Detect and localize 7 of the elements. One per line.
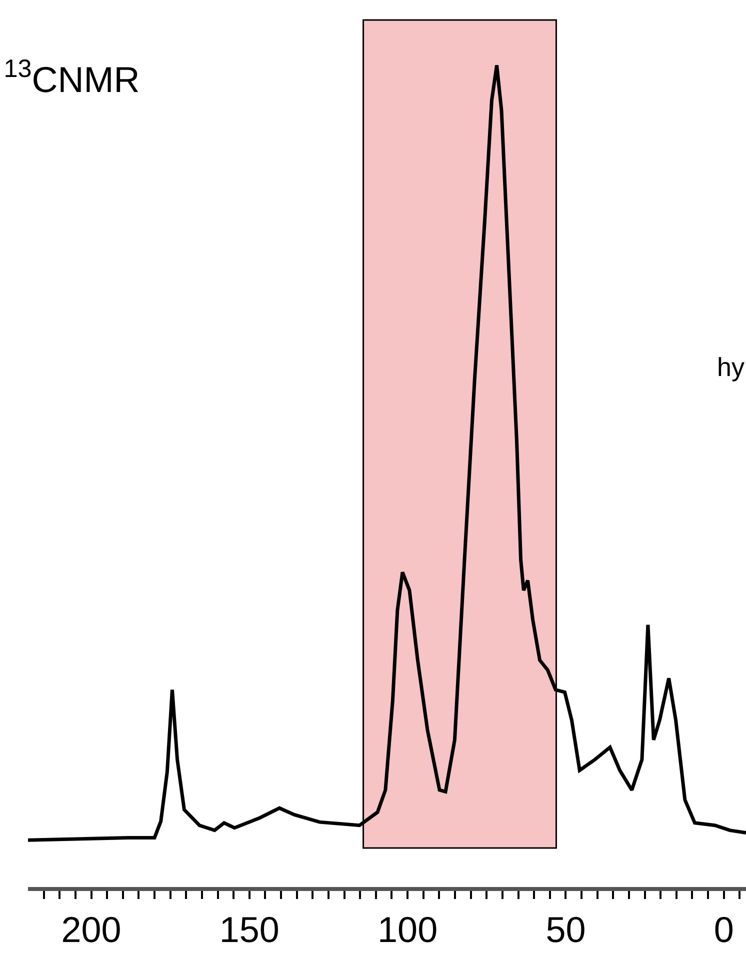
x-tick-label: 50 (546, 909, 586, 950)
chart-title: $^{13}$CNMR (4, 55, 140, 100)
annotation: hy (717, 352, 744, 382)
x-tick-label: 200 (61, 909, 122, 950)
x-tick-label: 0 (714, 909, 734, 950)
x-tick-label: 150 (219, 909, 280, 950)
x-tick-label: 100 (378, 909, 438, 950)
